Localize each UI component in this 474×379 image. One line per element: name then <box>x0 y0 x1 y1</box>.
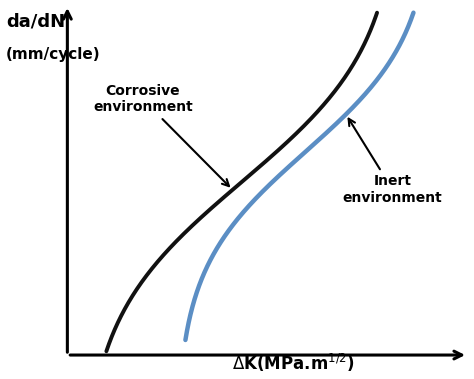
Text: da/dN: da/dN <box>6 13 65 31</box>
Text: $\Delta$K(MPa.m$^{1/2}$): $\Delta$K(MPa.m$^{1/2}$) <box>232 352 355 374</box>
Text: Inert
environment: Inert environment <box>343 119 442 205</box>
Text: Corrosive
environment: Corrosive environment <box>93 84 229 186</box>
Text: (mm/cycle): (mm/cycle) <box>6 47 101 61</box>
